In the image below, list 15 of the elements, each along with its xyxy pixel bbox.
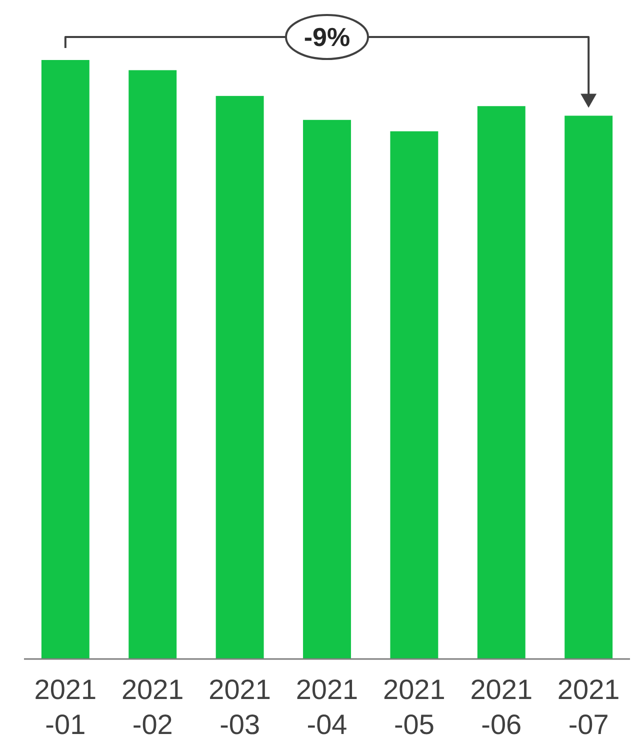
x-tick-label: 2021-07: [557, 674, 620, 740]
bar: [390, 131, 438, 659]
x-tick-label: 2021-02: [121, 674, 184, 740]
bar: [128, 70, 177, 659]
bar: [564, 116, 613, 659]
bar: [303, 120, 351, 659]
bar: [41, 60, 90, 659]
bar: [477, 106, 526, 659]
x-tick-label: 2021-05: [383, 674, 446, 740]
x-tick-label: 2021-04: [296, 674, 358, 740]
x-tick-label: 2021-03: [208, 674, 271, 740]
x-tick-label: 2021-06: [470, 674, 533, 740]
x-tick-label: 2021-01: [34, 674, 97, 740]
bar: [216, 96, 264, 659]
text: -9%: [304, 22, 350, 52]
